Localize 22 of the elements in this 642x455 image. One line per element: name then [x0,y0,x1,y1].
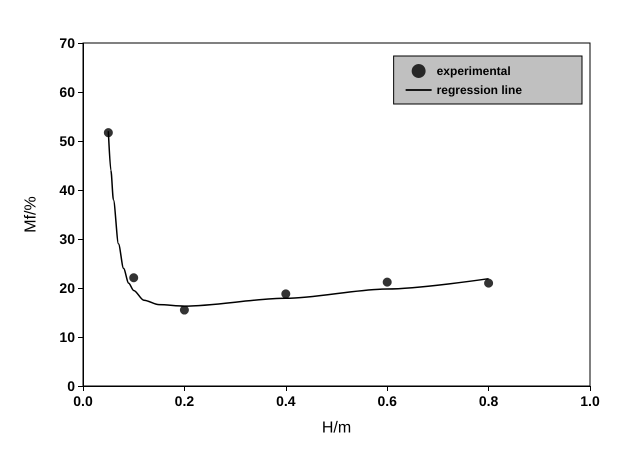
y-tick-label: 30 [59,231,76,247]
point [129,273,138,282]
y-tick-label: 20 [59,280,76,296]
x-tick-label: 0.2 [174,393,194,409]
point [281,289,290,298]
legend-label: regression line [436,83,522,97]
x-tick-label: 0.4 [276,393,296,409]
y-tick-label: 40 [59,182,76,198]
y-tick-label: 0 [67,378,76,394]
x-tick-label: 0.6 [377,393,398,409]
x-tick-label: 0.8 [478,393,499,409]
x-axis-title: H/m [322,420,352,436]
point [382,278,392,287]
y-tick-label: 50 [59,133,76,149]
legend-label: experimental [436,64,511,78]
y-tick-label: 60 [59,84,76,100]
y-axis-title: Mf/% [22,196,40,233]
point [484,278,494,288]
y-tick-label: 10 [59,329,76,345]
x-tick-label: 0.0 [73,393,93,409]
y-tick-label: 70 [59,35,76,51]
x-tick-label: 1.0 [580,393,600,409]
